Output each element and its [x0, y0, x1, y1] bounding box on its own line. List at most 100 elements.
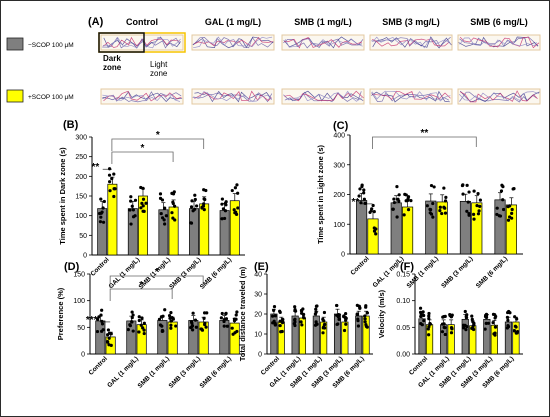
- data-point: [230, 188, 234, 193]
- track-path: [459, 37, 537, 47]
- data-point: [110, 177, 114, 181]
- data-point: [465, 183, 469, 187]
- data-point: [232, 319, 237, 323]
- data-point: [443, 211, 448, 215]
- category-label-2: SMB (1 mg/L): [137, 355, 171, 389]
- track-path: [372, 36, 452, 49]
- track-path: [459, 91, 537, 103]
- swim-track-row0-3: [369, 34, 453, 51]
- track-arena: [369, 34, 453, 51]
- data-point: [463, 309, 467, 314]
- data-point: [427, 316, 431, 321]
- data-point: [476, 191, 480, 196]
- data-point: [358, 187, 362, 191]
- data-point: [485, 313, 489, 317]
- data-point: [495, 206, 499, 210]
- light-zone-label-line: zone: [150, 69, 168, 78]
- swim-track-row0-0: [100, 34, 184, 51]
- data-point: [314, 307, 318, 311]
- data-point: [273, 322, 277, 326]
- data-point: [130, 204, 134, 208]
- data-point: [221, 207, 226, 211]
- data-point: [236, 191, 240, 195]
- y-tick-label: 300: [75, 135, 87, 142]
- data-point: [344, 311, 348, 316]
- data-point: [356, 317, 360, 321]
- dark-zone-label-line: zone: [103, 63, 122, 72]
- data-point: [322, 310, 327, 315]
- data-point: [370, 207, 374, 211]
- data-point: [101, 328, 105, 332]
- data-point: [170, 211, 174, 215]
- data-point: [302, 312, 306, 317]
- data-point: [404, 193, 408, 197]
- y-tick-label: 30: [254, 292, 262, 299]
- data-point: [131, 329, 135, 333]
- data-point: [169, 319, 173, 323]
- bar-c-0-0: [356, 200, 368, 255]
- data-point: [141, 186, 145, 190]
- data-point: [190, 324, 194, 329]
- data-point: [193, 193, 197, 197]
- data-point: [128, 208, 132, 212]
- data-point: [293, 305, 297, 309]
- data-point: [99, 197, 103, 201]
- data-point: [506, 310, 510, 315]
- track-path: [459, 36, 540, 49]
- data-point: [486, 321, 490, 325]
- data-point: [159, 211, 163, 216]
- data-point: [130, 320, 134, 324]
- panel-label-d: (D): [64, 261, 80, 273]
- data-point: [467, 211, 471, 216]
- data-point: [395, 215, 399, 219]
- data-point: [461, 192, 465, 196]
- panel-label-c: (C): [333, 120, 349, 132]
- swim-track-row1-1: [191, 88, 275, 105]
- data-point: [220, 217, 224, 221]
- section-a-tracking: (A) Control GAL (1 mg/L) SMB (1 mg/L) SMB (…: [6, 16, 541, 105]
- data-point: [157, 317, 162, 322]
- y-tick-label: 100: [75, 213, 87, 220]
- data-point: [195, 204, 199, 208]
- y-tick-label: 200: [75, 174, 87, 181]
- significance-label: *: [155, 267, 159, 278]
- data-point: [109, 332, 113, 336]
- data-point: [491, 312, 496, 316]
- data-point: [362, 191, 366, 195]
- bar-e-0-1: [277, 321, 285, 355]
- y-tick-label: 40: [254, 272, 262, 279]
- data-point: [142, 321, 146, 325]
- data-point: [189, 221, 194, 225]
- data-point: [220, 311, 224, 316]
- track-path: [460, 90, 538, 103]
- data-point: [363, 317, 367, 321]
- data-point: [222, 216, 227, 221]
- y-tick-label: 0.00: [396, 352, 410, 359]
- track-path: [192, 91, 272, 102]
- y-tick-label: 0: [83, 253, 87, 260]
- category-label-3: SMB (3 mg/L): [440, 255, 474, 289]
- data-point: [112, 172, 116, 176]
- y-tick-label: 0.10: [396, 298, 410, 305]
- data-point: [160, 216, 165, 220]
- data-point: [322, 323, 327, 327]
- panel-label-e: (E): [254, 261, 269, 273]
- y-axis-title: Preference (%): [56, 287, 65, 340]
- data-point: [141, 197, 146, 201]
- swim-track-row1-3: [369, 88, 453, 105]
- sig-bracket: [109, 288, 173, 301]
- data-point: [300, 323, 304, 327]
- data-point: [443, 332, 447, 337]
- data-point: [142, 331, 146, 336]
- category-label-0: Control: [88, 355, 109, 376]
- data-point: [397, 199, 401, 203]
- treatment-header-4: SMB (6 mg/L): [470, 17, 528, 27]
- data-point: [100, 322, 105, 326]
- data-point: [129, 222, 133, 226]
- data-point: [293, 309, 297, 313]
- data-point: [419, 312, 423, 316]
- track-path: [460, 90, 540, 103]
- data-point: [160, 329, 164, 333]
- data-point: [355, 312, 359, 316]
